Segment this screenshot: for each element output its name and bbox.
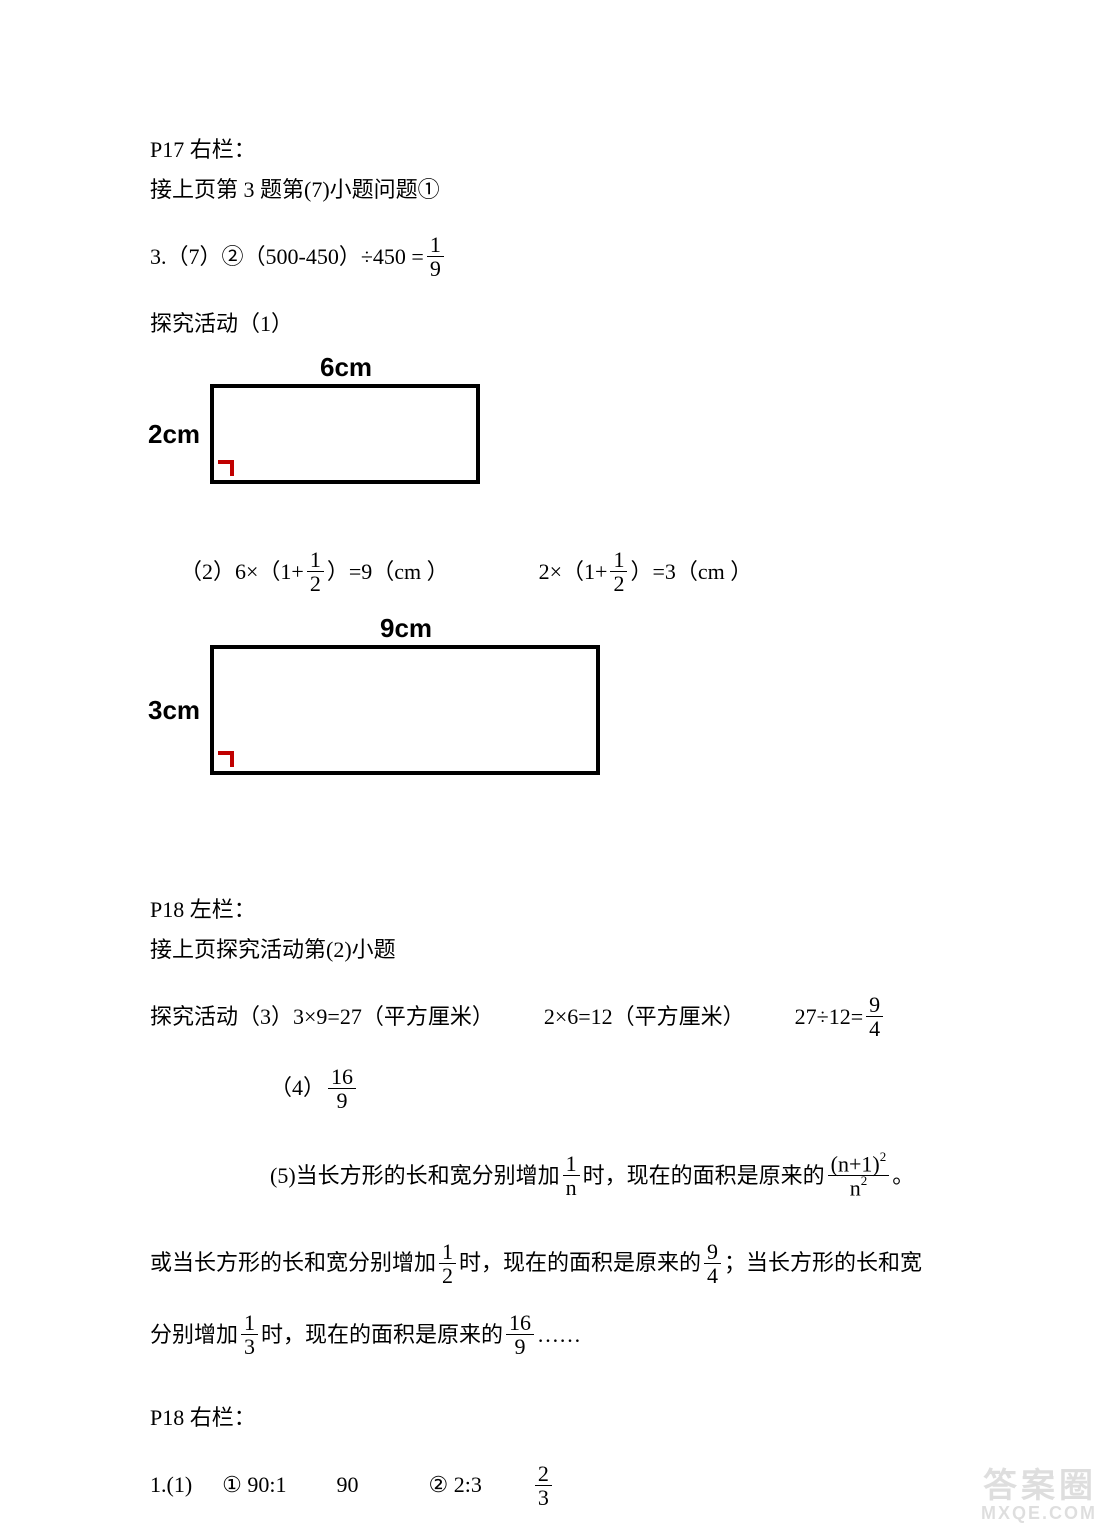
frac-den: 9 (427, 257, 444, 280)
frac-num: 1 (563, 1152, 580, 1176)
sub2-part1-prefix: （2）6×（1+ (180, 552, 304, 592)
fraction-16-9: 16 9 (328, 1065, 356, 1112)
p17-header-1: P17 右栏： (150, 130, 959, 170)
p18-left-header-2: 接上页探究活动第(2)小题 (150, 930, 959, 970)
q1-p2: ① 90:1 (222, 1465, 286, 1505)
rect1-shape (210, 384, 480, 484)
sub2-part1-tail: ）=9（cm ） (327, 552, 449, 592)
q3-prefix: 3.（7）②（500-450）÷450 = (150, 237, 424, 277)
fraction-1-n: 1 n (563, 1152, 580, 1199)
sub2-part2-prefix: 2×（1+ (539, 552, 608, 592)
act5-prefix: (5)当长方形的长和宽分别增加 (270, 1156, 560, 1196)
fraction-1-2-b: 1 2 (610, 548, 627, 595)
p18-left-header-1: P18 左栏： (150, 890, 959, 930)
rect2-left-label: 3cm (148, 695, 200, 726)
continuation-line-1: 或当长方形的长和宽分别增加 1 2 时，现在的面积是原来的 9 4 ；当长方形的… (150, 1240, 959, 1287)
frac-num-sup: 2 (880, 1149, 887, 1164)
page-container: P17 右栏： 接上页第 3 题第(7)小题问题① 3.（7）②（500-450… (0, 0, 1109, 1536)
frac-num: 9 (866, 993, 883, 1017)
frac-den: n (563, 1176, 580, 1199)
act3-part3-pre: 27÷12= (795, 997, 863, 1037)
frac-den: 3 (241, 1335, 258, 1358)
q1-p1: 1.(1) (150, 1465, 192, 1505)
cont1-mid1: 时，现在的面积是原来的 (459, 1243, 701, 1283)
frac-den: 9 (512, 1335, 529, 1358)
activity-5-line: (5)当长方形的长和宽分别增加 1 n 时，现在的面积是原来的 (n+1)2 n… (150, 1152, 959, 1200)
fraction-1-3: 1 3 (241, 1311, 258, 1358)
frac-den: 4 (866, 1017, 883, 1040)
frac-den-base: n (850, 1175, 861, 1200)
watermark: 答案圈 MXQE.COM (981, 1458, 1097, 1524)
frac-num: 16 (328, 1065, 356, 1089)
act3-part2: 2×6=12（平方厘米） (544, 997, 745, 1037)
frac-num: 1 (427, 233, 444, 257)
frac-den-sup: 2 (861, 1173, 868, 1188)
fraction-n1sq-nsq: (n+1)2 n2 (828, 1152, 890, 1200)
frac-num: 1 (610, 548, 627, 572)
q1-p3: 90 (337, 1465, 359, 1505)
frac-num: 9 (704, 1240, 721, 1264)
fraction-1-2-a: 1 2 (307, 548, 324, 595)
frac-den: n2 (847, 1176, 871, 1199)
watermark-line2: MXQE.COM (981, 1503, 1097, 1524)
fraction-16-9-b: 16 9 (506, 1311, 534, 1358)
q3-7-2-expression: 3.（7）②（500-450）÷450 = 1 9 (150, 233, 959, 280)
frac-num-base: (n+1) (831, 1151, 880, 1176)
cont1-mid2: ；当长方形的长和宽 (724, 1243, 922, 1283)
rect2-top-label: 9cm (380, 613, 432, 644)
frac-num: 2 (535, 1462, 552, 1486)
cont2-tail: …… (537, 1315, 581, 1355)
frac-num: (n+1)2 (828, 1152, 890, 1176)
q1-p4: ② 2:3 (429, 1465, 482, 1505)
fraction-9-4-b: 9 4 (704, 1240, 721, 1287)
fraction-1-2-c: 1 2 (439, 1240, 456, 1287)
cont2-pre: 分别增加 (150, 1315, 238, 1355)
cont1-pre: 或当长方形的长和宽分别增加 (150, 1243, 436, 1283)
act4-label: （4） (270, 1068, 325, 1108)
fraction-2-3: 2 3 (535, 1462, 552, 1509)
frac-num: 1 (241, 1311, 258, 1335)
frac-den: 2 (610, 572, 627, 595)
frac-num: 1 (307, 548, 324, 572)
frac-den: 2 (307, 572, 324, 595)
p18-right-header: P18 右栏： (150, 1398, 959, 1438)
cont2-mid1: 时，现在的面积是原来的 (261, 1315, 503, 1355)
act5-mid: 时，现在的面积是原来的 (583, 1156, 825, 1196)
sub2-part2-tail: ）=3（cm ） (630, 552, 752, 592)
p17-header-2: 接上页第 3 题第(7)小题问题① (150, 170, 959, 210)
rectangle-6x2-diagram: 6cm 2cm (210, 384, 959, 524)
frac-num: 16 (506, 1311, 534, 1335)
frac-den: 4 (704, 1264, 721, 1287)
rect1-left-label: 2cm (148, 419, 200, 450)
act3-part1: 探究活动（3）3×9=27（平方厘米） (150, 997, 494, 1037)
right-angle-icon (218, 751, 234, 767)
act5-tail: 。 (892, 1156, 914, 1196)
activity-1-sub2: （2）6×（1+ 1 2 ）=9（cm ） 2×（1+ 1 2 ）=3（cm ） (150, 548, 959, 595)
frac-den: 9 (334, 1089, 351, 1112)
activity-4-line: （4） 16 9 (150, 1065, 959, 1112)
continuation-line-2: 分别增加 1 3 时，现在的面积是原来的 16 9 …… (150, 1311, 959, 1358)
rect1-top-label: 6cm (320, 352, 372, 383)
watermark-line1: 答案圈 (981, 1458, 1097, 1507)
activity-3-line: 探究活动（3）3×9=27（平方厘米） 2×6=12（平方厘米） 27÷12= … (150, 993, 959, 1040)
rectangle-9x3-diagram: 9cm 3cm (210, 645, 959, 820)
fraction-1-9: 1 9 (427, 233, 444, 280)
frac-num: 1 (439, 1240, 456, 1264)
frac-den: 2 (439, 1264, 456, 1287)
fraction-9-4: 9 4 (866, 993, 883, 1040)
frac-den: 3 (535, 1486, 552, 1509)
activity-1-label: 探究活动（1） (150, 304, 959, 344)
p18-right-q1: 1.(1) ① 90:1 90 ② 2:3 2 3 (150, 1462, 959, 1509)
rect2-shape (210, 645, 600, 775)
right-angle-icon (218, 460, 234, 476)
